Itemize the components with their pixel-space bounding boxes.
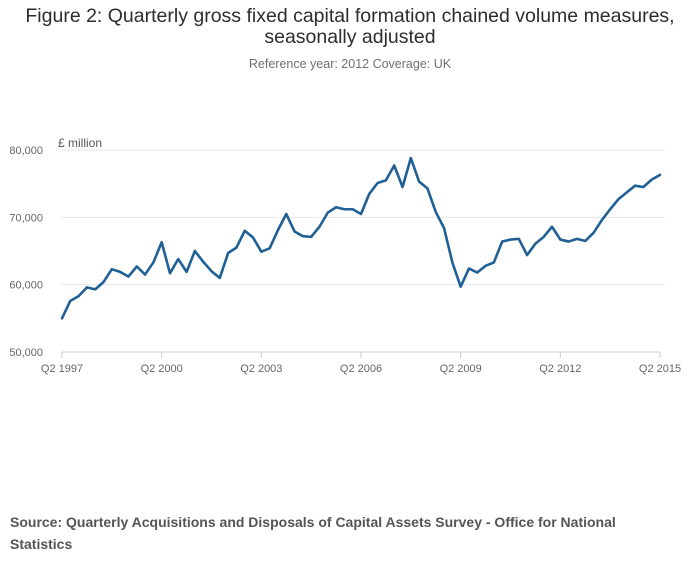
data-point [127,275,129,277]
data-point [418,180,420,182]
y-axis-unit-label: £ million [58,136,102,150]
data-point [534,242,536,244]
data-point [617,198,619,200]
data-point [111,268,113,270]
data-point [567,240,569,242]
data-point [576,238,578,240]
source-note: Source: Quarterly Acquisitions and Dispo… [10,514,616,552]
data-point [476,271,478,273]
data-point [293,230,295,232]
data-point [285,213,287,215]
data-point [435,211,437,213]
x-tick-label: Q2 2006 [340,363,382,375]
data-point [152,261,154,263]
data-point [244,230,246,232]
data-point [86,286,88,288]
data-point [518,238,520,240]
data-point [376,182,378,184]
data-point [559,238,561,240]
data-point [277,229,279,231]
data-point [327,211,329,213]
x-tick-label: Q2 2012 [539,363,581,375]
data-point [351,208,353,210]
data-point [592,232,594,234]
y-tick-label: 70,000 [9,212,43,224]
data-point [94,288,96,290]
data-point [310,236,312,238]
data-point [459,285,461,287]
data-point [609,208,611,210]
data-point [451,261,453,263]
data-point [650,178,652,180]
y-tick-label: 80,000 [9,145,43,157]
data-point [302,235,304,237]
x-tick-label: Q2 2015 [639,363,681,375]
data-point [360,213,362,215]
data-point [268,247,270,249]
data-point [426,187,428,189]
data-point [227,252,229,254]
data-point [493,261,495,263]
series-layer [60,156,662,320]
data-point [61,317,63,319]
gridlines [62,149,665,286]
data-point [634,184,636,186]
data-point [69,300,71,302]
data-point [194,250,196,252]
data-point [443,227,445,229]
y-tick-label: 60,000 [9,280,43,292]
data-point [543,236,545,238]
x-tick-label: Q2 2000 [141,363,183,375]
y-tick-label: 50,000 [9,347,43,359]
data-point [484,265,486,267]
data-point [235,246,237,248]
axes: 50,000 60,000 70,000 80,000 Q2 1997 Q2 2000 Q2… [9,145,681,375]
x-tick-label: Q2 2003 [240,363,282,375]
data-point [642,186,644,188]
data-point [584,240,586,242]
data-point [119,271,121,273]
data-point [169,272,171,274]
data-point [601,219,603,221]
data-point [335,206,337,208]
data-point [260,250,262,252]
data-point [551,226,553,228]
data-point [368,193,370,195]
data-point [144,273,146,275]
data-point [410,157,412,159]
chart-title: Figure 2: Quarterly gross fixed capital … [25,5,675,48]
data-point [318,226,320,228]
data-point [219,277,221,279]
data-point [185,271,187,273]
data-point [468,267,470,269]
line-chart: 50,000 60,000 70,000 80,000 Q2 1997 Q2 2000 Q2… [9,136,681,375]
series-line-gfcf [60,156,662,320]
data-point [509,238,511,240]
chart-subtitle: Reference year: 2012 Coverage: UK [248,57,452,71]
data-point [626,191,628,193]
data-point [393,164,395,166]
data-point [501,240,503,242]
data-point [202,261,204,263]
data-point [401,186,403,188]
data-point [77,295,79,297]
data-point [177,258,179,260]
data-point [160,241,162,243]
x-tick-label: Q2 1997 [41,363,83,375]
data-point [210,270,212,272]
data-point [136,265,138,267]
x-tick-label: Q2 2009 [440,363,482,375]
data-point [343,208,345,210]
data-point [659,174,661,176]
data-point [102,281,104,283]
data-point [526,254,528,256]
data-point [385,179,387,181]
data-point [252,236,254,238]
